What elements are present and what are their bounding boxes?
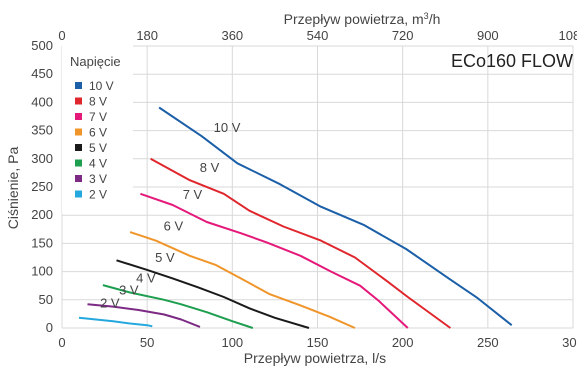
legend-label: 6 V [89, 126, 107, 140]
top-x-tick-label: 900 [477, 28, 499, 43]
y-tick-label: 0 [46, 320, 53, 335]
series-line-2v [78, 316, 153, 328]
legend-swatch [75, 82, 82, 89]
y-tick-label: 350 [31, 123, 53, 138]
x-axis-ticks: 0 50 100 150 200 250 300 [58, 335, 577, 350]
top-x-tick-label: 360 [221, 28, 243, 43]
x-tick-label: 100 [221, 335, 243, 350]
legend-swatch [75, 175, 82, 182]
series-label-7v: 7 V [183, 187, 203, 202]
y-tick-label: 150 [31, 235, 53, 250]
x-tick-label: 250 [477, 335, 499, 350]
legend-title: Napięcie [70, 54, 121, 69]
legend-label: 10 V [89, 79, 114, 93]
legend-swatch [75, 144, 82, 151]
series-label-2v: 2 V [100, 296, 120, 311]
series-line-8v [150, 157, 451, 329]
legend-label: 7 V [89, 110, 107, 124]
x-tick-label: 300 [562, 335, 577, 350]
chart-title: ECo160 FLOW [451, 51, 573, 71]
series-label-6v: 6 V [164, 219, 184, 234]
top-x-tick-label: 720 [392, 28, 414, 43]
series-label-4v: 4 V [136, 270, 156, 285]
y-axis-ticks: 0 50 100 150 200 250 300 350 400 450 500 [31, 38, 53, 335]
legend-swatch [75, 128, 82, 136]
legend-label: 2 V [89, 188, 107, 202]
series-line-4v [102, 284, 254, 329]
series-line-5v [116, 259, 310, 329]
legend-box [62, 44, 133, 214]
y-tick-label: 200 [31, 207, 53, 222]
legend-swatch [75, 159, 82, 167]
series-label-8v: 8 V [200, 160, 220, 175]
legend-swatch [75, 97, 82, 105]
top-x-tick-label: 180 [136, 28, 158, 43]
series-label-3v: 3 V [119, 283, 139, 298]
series-label-10v: 10 V [214, 120, 241, 135]
series-lines [78, 106, 513, 329]
y-tick-label: 500 [31, 38, 53, 53]
series-label-5v: 5 V [155, 250, 175, 265]
top-x-tick-label: 0 [58, 28, 65, 43]
series-line-6v [129, 231, 356, 329]
y-tick-label: 400 [31, 94, 53, 109]
y-tick-label: 300 [31, 151, 53, 166]
grid [61, 45, 574, 329]
top-x-tick-label: 540 [307, 28, 329, 43]
x-tick-label: 0 [58, 335, 65, 350]
x-tick-label: 50 [140, 335, 154, 350]
legend-label: 3 V [89, 172, 107, 186]
legend-label: 8 V [89, 95, 107, 109]
y-tick-label: 100 [31, 264, 53, 279]
series-labels: 10 V 8 V 7 V 6 V 5 V 4 V3 V2 V [100, 120, 241, 310]
series-line-7v [140, 192, 409, 329]
y-axis-title: Ciśnienie, Pa [5, 147, 21, 230]
legend: 10 V 8 V7 V 6 V5 V 4 V3 V 2 V [75, 79, 114, 202]
legend-swatch [75, 113, 82, 120]
top-x-axis-title: Przepływ powietrza, m3/h [284, 11, 441, 27]
legend-label: 4 V [89, 157, 107, 171]
x-tick-label: 150 [307, 335, 329, 350]
legend-swatch [75, 190, 82, 198]
y-tick-label: 450 [31, 66, 53, 81]
x-axis-title: Przepływ powietrza, l/s [244, 350, 386, 366]
y-tick-label: 250 [31, 179, 53, 194]
x-tick-label: 200 [392, 335, 414, 350]
y-tick-label: 50 [39, 292, 53, 307]
series-line-10v [158, 106, 513, 326]
series-line-3v [87, 303, 201, 328]
legend-label: 5 V [89, 141, 107, 155]
